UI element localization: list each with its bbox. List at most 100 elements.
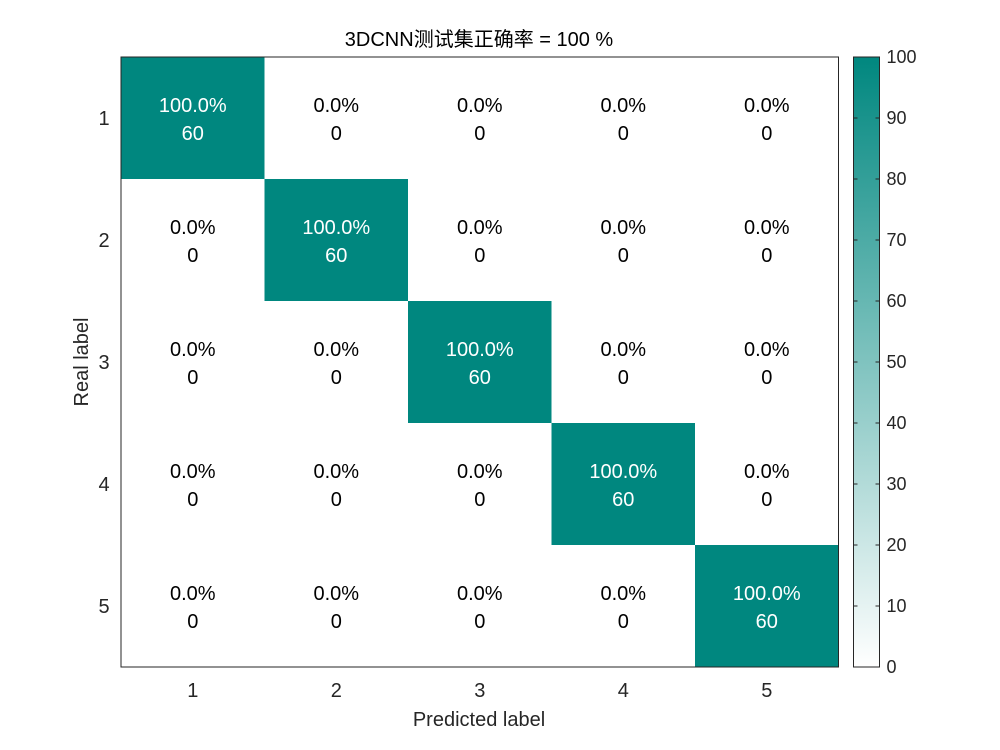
heatmap-cell: [695, 301, 839, 423]
cell-count-label: 60: [756, 611, 778, 633]
heatmap-cell: [264, 301, 408, 423]
cell-count-label: 0: [761, 489, 772, 511]
cell-percent-label: 0.0%: [170, 217, 216, 239]
cell-percent-label: 0.0%: [744, 95, 790, 117]
y-axis-ticks: 1 2 3 4 5: [98, 108, 109, 618]
colorbar-tick-label: 60: [887, 291, 907, 311]
heatmap-cell: [551, 57, 695, 179]
y-tick-label: 1: [98, 108, 109, 130]
cell-count-label: 0: [331, 123, 342, 145]
heatmap-cell: [408, 179, 552, 301]
heatmap-cells: [121, 57, 839, 667]
heatmap-cell: [408, 423, 552, 545]
cell-percent-label: 0.0%: [313, 583, 359, 605]
heatmap-cell: [264, 423, 408, 545]
colorbar-tick-label: 30: [887, 474, 907, 494]
y-tick-label: 4: [98, 474, 109, 496]
cell-percent-label: 0.0%: [600, 217, 646, 239]
y-tick-label: 2: [98, 230, 109, 252]
cell-count-label: 0: [761, 367, 772, 389]
colorbar-tick-label: 80: [887, 169, 907, 189]
x-tick-label: 2: [331, 680, 342, 702]
y-axis-label: Real label: [71, 318, 93, 407]
colorbar: [853, 56, 880, 668]
cell-percent-label: 100.0%: [302, 217, 370, 239]
heatmap-cell: [121, 301, 265, 423]
heatmap-cell: [551, 545, 695, 667]
cell-count-label: 60: [612, 489, 634, 511]
cell-count-label: 0: [618, 367, 629, 389]
heatmap-cell: [408, 301, 552, 423]
cell-count-label: 0: [474, 245, 485, 267]
heatmap-cell: [264, 57, 408, 179]
heatmap-cell: [121, 545, 265, 667]
x-tick-label: 1: [187, 680, 198, 702]
heatmap-cell: [121, 423, 265, 545]
plot-area-frame: [120, 56, 839, 668]
cell-percent-label: 0.0%: [313, 339, 359, 361]
cell-percent-label: 100.0%: [446, 339, 514, 361]
cell-percent-label: 0.0%: [170, 339, 216, 361]
cell-percent-label: 0.0%: [170, 583, 216, 605]
cell-count-label: 0: [331, 611, 342, 633]
heatmap-cell: [695, 545, 839, 667]
colorbar-tick-label: 20: [887, 535, 907, 555]
cell-count-label: 0: [474, 123, 485, 145]
heatmap-cell: [695, 57, 839, 179]
cell-percent-label: 0.0%: [600, 583, 646, 605]
cell-percent-label: 0.0%: [457, 583, 503, 605]
heatmap-cell: [551, 179, 695, 301]
cell-labels: 100.0% 60 0.0% 0 0.0% 0 0.0% 0 0.0% 0 0.0% 0 100.0% 6…: [159, 95, 801, 633]
heatmap-cell: [264, 545, 408, 667]
cell-count-label: 60: [469, 367, 491, 389]
heatmap-cell: [695, 179, 839, 301]
cell-count-label: 60: [182, 123, 204, 145]
cell-count-label: 0: [187, 611, 198, 633]
cell-count-label: 0: [761, 123, 772, 145]
heatmap-cell: [264, 179, 408, 301]
heatmap-cell: [695, 423, 839, 545]
x-tick-label: 5: [761, 680, 772, 702]
colorbar-tick-label: 90: [887, 108, 907, 128]
cell-count-label: 0: [187, 367, 198, 389]
cell-count-label: 0: [618, 611, 629, 633]
x-tick-label: 3: [474, 680, 485, 702]
heatmap-cell: [121, 57, 265, 179]
cell-percent-label: 100.0%: [733, 583, 801, 605]
x-axis-label: Predicted label: [413, 709, 545, 731]
cell-percent-label: 100.0%: [159, 95, 227, 117]
heatmap-cell: [408, 545, 552, 667]
cell-percent-label: 0.0%: [744, 461, 790, 483]
heatmap-cell: [551, 301, 695, 423]
y-tick-label: 3: [98, 352, 109, 374]
chart-title: 3DCNN测试集正确率 = 100 %: [345, 28, 614, 51]
cell-count-label: 0: [618, 245, 629, 267]
cell-percent-label: 0.0%: [457, 461, 503, 483]
cell-count-label: 0: [618, 123, 629, 145]
colorbar-tick-label: 10: [887, 596, 907, 616]
cell-percent-label: 0.0%: [313, 461, 359, 483]
cell-percent-label: 0.0%: [600, 339, 646, 361]
x-tick-label: 4: [618, 680, 629, 702]
cell-percent-label: 0.0%: [600, 95, 646, 117]
cell-count-label: 0: [474, 611, 485, 633]
y-tick-label: 5: [98, 596, 109, 618]
cell-count-label: 0: [187, 489, 198, 511]
colorbar-tick-label: 100: [887, 47, 917, 67]
cell-percent-label: 0.0%: [744, 217, 790, 239]
cell-percent-label: 0.0%: [170, 461, 216, 483]
cell-percent-label: 100.0%: [589, 461, 657, 483]
heatmap-cell: [551, 423, 695, 545]
cell-count-label: 0: [474, 489, 485, 511]
heatmap-cell: [121, 179, 265, 301]
x-axis-ticks: 1 2 3 4 5: [187, 680, 772, 702]
cell-percent-label: 0.0%: [744, 339, 790, 361]
cell-percent-label: 0.0%: [313, 95, 359, 117]
cell-count-label: 0: [331, 367, 342, 389]
heatmap-cell: [408, 57, 552, 179]
cell-percent-label: 0.0%: [457, 217, 503, 239]
cell-count-label: 0: [331, 489, 342, 511]
colorbar-tick-label: 70: [887, 230, 907, 250]
cell-percent-label: 0.0%: [457, 95, 503, 117]
